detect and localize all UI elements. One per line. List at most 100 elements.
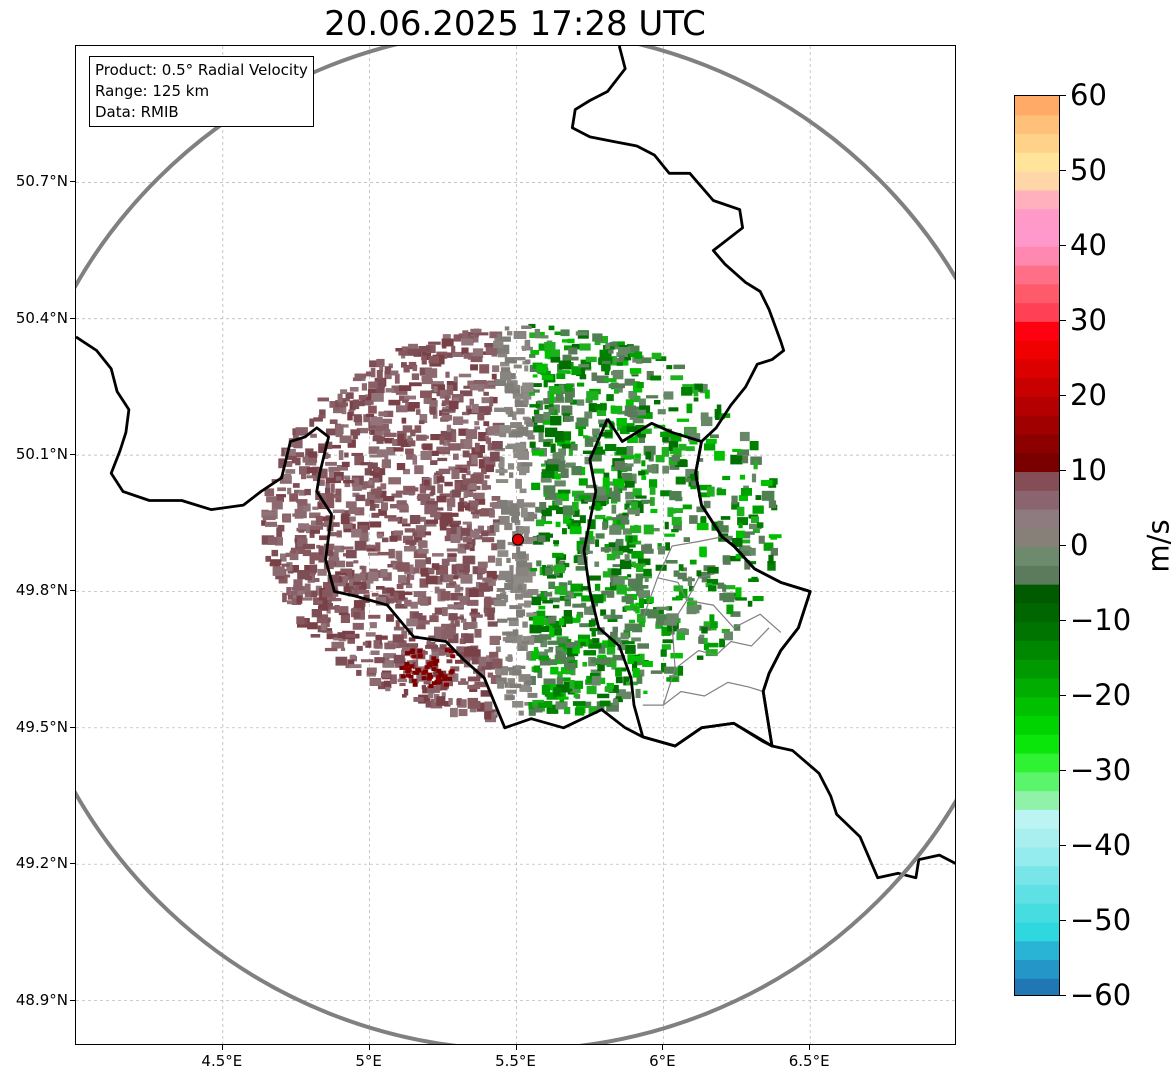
lat-tick-mark: [70, 317, 75, 319]
echo-pixel: [544, 701, 553, 708]
echo-pixel: [723, 631, 733, 641]
echo-pixel: [737, 449, 750, 456]
echo-pixel: [494, 431, 501, 436]
echo-pixel: [313, 597, 320, 605]
echo-pixel: [631, 561, 636, 567]
echo-pixel: [369, 622, 377, 629]
echo-pixel: [491, 396, 498, 404]
echo-pixel: [591, 627, 596, 637]
echo-pixel: [343, 522, 353, 529]
echo-pixel: [463, 623, 476, 629]
echo-pixel: [603, 614, 613, 620]
radar-site-marker[interactable]: [511, 533, 524, 546]
echo-pixel: [410, 601, 418, 609]
echo-pixel: [664, 533, 676, 537]
echo-pixel: [636, 585, 649, 589]
echo-pixel: [492, 659, 503, 669]
echo-pixel: [398, 575, 407, 583]
echo-pixel: [460, 574, 473, 584]
echo-pixel: [453, 569, 463, 579]
echo-pixel: [310, 552, 322, 561]
echo-pixel: [478, 382, 485, 392]
echo-pixel: [664, 619, 678, 626]
echo-pixel: [309, 418, 315, 427]
echo-pixel: [603, 378, 617, 383]
echo-pixel: [354, 540, 367, 551]
echo-pixel: [571, 343, 581, 350]
echo-pixel: [394, 373, 400, 384]
echo-pixel: [423, 397, 432, 404]
radar-map[interactable]: [75, 45, 956, 1045]
echo-pixel: [474, 628, 482, 638]
echo-pixel: [495, 646, 501, 653]
echo-pixel: [413, 697, 424, 702]
echo-pixel: [334, 407, 340, 411]
echo-pixel: [339, 435, 352, 443]
echo-pixel: [305, 455, 318, 463]
echo-pixel: [675, 460, 688, 468]
echo-pixel: [622, 423, 635, 429]
echo-pixel: [722, 592, 735, 603]
echo-pixel: [492, 422, 505, 427]
echo-pixel: [617, 643, 626, 651]
echo-pixel: [635, 573, 643, 581]
echo-pixel: [624, 623, 634, 631]
echo-pixel: [495, 557, 502, 567]
echo-pixel: [435, 588, 446, 593]
echo-pixel: [338, 398, 350, 402]
echo-pixel: [343, 475, 351, 479]
echo-pixel: [641, 357, 652, 364]
echo-pixel: [400, 591, 413, 596]
echo-pixel: [661, 447, 670, 457]
echo-pixel: [265, 521, 278, 527]
echo-pixel: [610, 609, 616, 620]
echo-pixel: [501, 506, 513, 515]
echo-pixel: [634, 351, 643, 359]
echo-pixel: [639, 405, 651, 413]
echo-pixel: [683, 537, 690, 542]
echo-pixel: [554, 331, 564, 335]
echo-pixel: [367, 462, 378, 469]
echo-pixel: [596, 375, 609, 384]
echo-pixel: [592, 428, 600, 436]
echo-pixel: [637, 558, 651, 566]
echo-pixel: [623, 463, 634, 467]
echo-pixel: [451, 575, 459, 580]
echo-pixel: [602, 571, 614, 578]
echo-pixel: [469, 612, 481, 616]
country-border-line: [582, 417, 812, 748]
echo-pixel: [360, 462, 373, 466]
echo-pixel: [353, 600, 365, 611]
echo-pixel: [735, 587, 742, 598]
echo-pixel: [466, 599, 479, 606]
echo-pixel: [529, 441, 536, 448]
echo-pixel: [286, 587, 292, 596]
echo-pixel: [600, 547, 612, 552]
echo-pixel: [541, 375, 554, 380]
echo-pixel: [526, 422, 534, 427]
echo-pixel: [755, 495, 762, 500]
echo-pixel: [609, 582, 617, 591]
echo-pixel: [627, 436, 638, 443]
echo-pixel: [292, 431, 299, 442]
echo-pixel: [507, 331, 513, 336]
echo-pixel: [441, 338, 454, 347]
echo-pixel: [446, 659, 453, 664]
echo-pixel: [558, 460, 566, 471]
echo-pixel: [575, 331, 588, 336]
echo-pixel: [494, 337, 500, 342]
echo-pixel: [596, 494, 608, 501]
echo-pixel: [350, 429, 361, 436]
echo-pixel: [344, 576, 354, 581]
echo-pixel: [420, 495, 429, 505]
echo-pixel: [401, 354, 406, 359]
echo-pixel: [396, 405, 408, 413]
echo-pixel: [430, 460, 438, 465]
echo-pixel: [533, 536, 543, 545]
echo-pixel: [548, 386, 562, 394]
echo-pixel: [609, 356, 617, 364]
echo-pixel: [578, 478, 588, 486]
echo-pixel: [770, 536, 777, 540]
echo-pixel: [318, 443, 325, 453]
echo-pixel: [513, 575, 524, 585]
